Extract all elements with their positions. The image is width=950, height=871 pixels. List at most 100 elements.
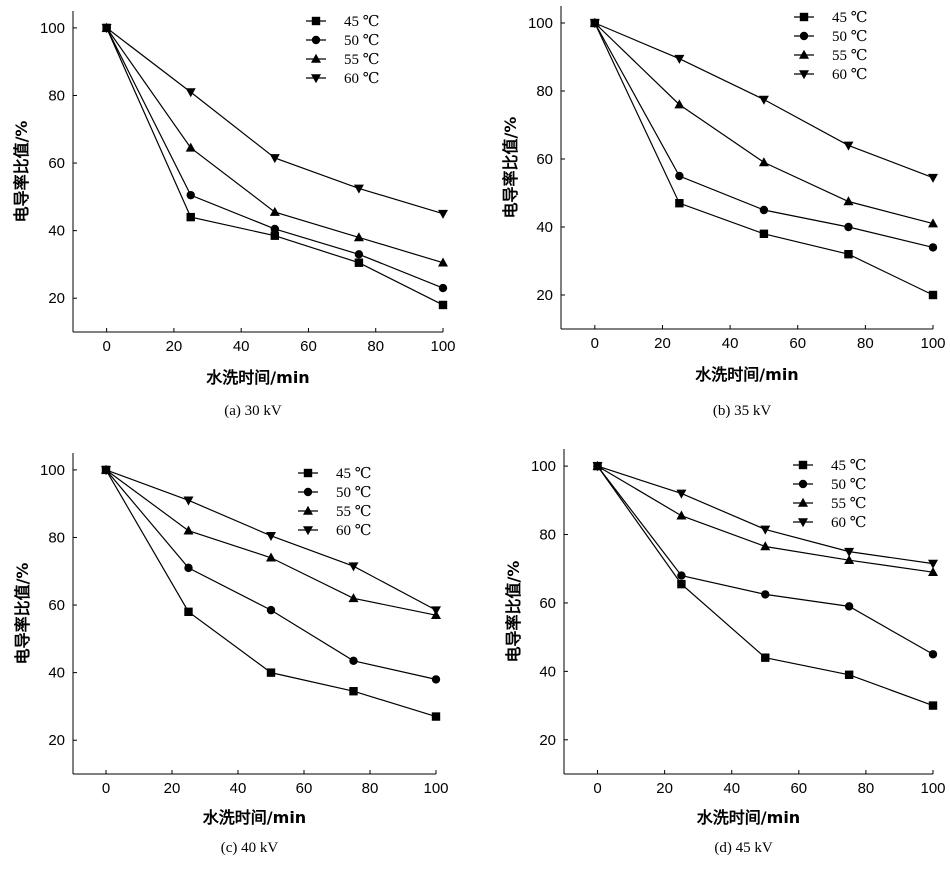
panel-d-legend-marker	[798, 479, 808, 489]
panel-c-data-point	[184, 563, 193, 573]
panel-d-data-point	[928, 559, 938, 569]
panel-c-x-tick-label: 0	[102, 780, 110, 797]
panel-b-legend: 45 ℃ 50 ℃ 55 ℃ 60 ℃	[794, 10, 868, 83]
panel-c-y-tick-label: 20	[48, 732, 65, 749]
panel-b-legend-marker	[799, 49, 809, 59]
panel-a-data-point	[101, 24, 112, 34]
panel-c-data-point	[266, 605, 276, 615]
panel-a-y-tick-label: 60	[48, 155, 65, 172]
panel-b-x-tick-label: 40	[722, 335, 739, 352]
panel-c-data-point	[349, 656, 358, 666]
panel-b-data-point	[928, 243, 938, 252]
panel-c-y-tick-label: 80	[48, 529, 65, 546]
panel-c-data-point	[431, 606, 441, 616]
panel-d-series-3	[592, 462, 938, 569]
panel-c-caption: (c) 40 kV	[221, 840, 279, 856]
panel-c-data-point	[266, 531, 276, 541]
panel-a-series-1	[102, 23, 448, 293]
panel-c-series-1	[101, 465, 441, 684]
panel-d-legend-label: 50 ℃	[831, 477, 867, 493]
panel-d-data-point	[760, 525, 771, 535]
panel-d-series-line	[597, 465, 934, 707]
panel-d-data-point	[844, 602, 854, 611]
panel-a-legend-marker	[311, 74, 321, 84]
panel-d-x-tick-label: 60	[790, 780, 807, 797]
panel-d-x-axis-title: 水洗时间/min	[697, 808, 800, 827]
panel-c-x-tick-label: 100	[423, 780, 448, 797]
panel-b-series-1	[590, 18, 938, 252]
panel-b-data-point	[759, 229, 769, 238]
panel-b-series-3	[589, 19, 938, 183]
panel-c-x-tick-label: 20	[164, 780, 181, 797]
panel-a-data-point	[186, 190, 195, 200]
panel-d-data-point	[844, 547, 855, 557]
panel-b-legend-label: 50 ℃	[832, 29, 868, 45]
panel-c-x-tick-label: 40	[230, 780, 247, 797]
panel-d-y-tick-label: 80	[539, 527, 556, 544]
panel-d-y-tick-label: 40	[539, 663, 556, 680]
panel-b-x-tick-label: 0	[591, 335, 599, 352]
panel-b-legend-label: 60 ℃	[832, 67, 868, 83]
panel-a-y-axis-title: 电导率比值/%	[12, 121, 31, 223]
panel-d-series-line	[597, 465, 934, 655]
panel-a-caption: (a) 30 kV	[224, 403, 282, 419]
panel-b-data-point	[675, 171, 684, 181]
panel-d-data-point	[676, 489, 687, 499]
panel-d-legend-label: 45 ℃	[831, 458, 867, 474]
panel-b-data-point	[844, 250, 853, 259]
panel-b-legend-label: 55 ℃	[832, 48, 868, 64]
panel-c-legend-marker	[303, 526, 313, 536]
panel-d-x-tick-label: 20	[656, 780, 673, 797]
panel-b-data-point	[928, 173, 938, 183]
panel-c-y-axis-title: 电导率比值/%	[13, 563, 32, 665]
panel-a-data-point	[270, 231, 280, 240]
panel-c-x-tick-label: 80	[362, 780, 379, 797]
panel-b-y-tick-label: 100	[528, 15, 553, 32]
panel-b-series-2	[589, 17, 938, 228]
panel-d-data-point	[761, 653, 770, 662]
panel-b-data-point	[843, 141, 854, 151]
panel-d-legend: 45 ℃ 50 ℃ 55 ℃ 60 ℃	[793, 458, 867, 531]
panel-c-series-3	[101, 466, 441, 616]
panel-d-data-point	[928, 701, 938, 710]
panel-a-legend-marker	[311, 16, 321, 26]
panel-c-legend-label: 50 ℃	[336, 485, 372, 501]
panel-c-x-tick-label: 60	[296, 780, 313, 797]
panel-b-y-axis-title: 电导率比值/%	[501, 117, 520, 219]
panel-b-data-point	[674, 99, 685, 109]
panel-a-x-tick-label: 60	[300, 338, 317, 355]
panel-d-data-point	[928, 566, 938, 576]
panel-d-legend-marker	[798, 518, 808, 528]
panel-a-series-0	[102, 23, 448, 310]
panel-a-legend-marker	[311, 35, 321, 45]
panel-d-data-point	[928, 650, 938, 659]
panel-c-x-axis-title: 水洗时间/min	[203, 808, 306, 827]
panel-c-data-point	[348, 562, 359, 572]
panel-d-y-tick-label: 20	[539, 732, 556, 749]
panel-c-series-2	[101, 464, 441, 619]
panel-c-y-tick-label: 100	[40, 462, 65, 479]
panel-c-data-point	[431, 675, 441, 684]
panel-d-data-point	[592, 462, 603, 472]
panel-d-series-0	[593, 461, 938, 710]
panel-a-data-point	[438, 257, 448, 267]
panel-c-y-tick-label: 40	[48, 665, 65, 682]
panel-c-legend-label: 60 ℃	[336, 523, 372, 539]
panel-a-x-tick-label: 20	[166, 338, 183, 355]
panel-a-x-tick-label: 100	[430, 338, 455, 355]
panel-a-data-point	[438, 209, 448, 219]
panel-d-data-point	[844, 554, 855, 564]
panel-c-data-point	[431, 712, 441, 721]
panel-d-y-tick-label: 60	[539, 595, 556, 612]
panel-a-data-point	[354, 250, 364, 259]
panel-d-caption: (d) 45 kV	[714, 840, 772, 856]
panel-b-y-tick-label: 80	[536, 83, 553, 100]
panel-b-data-point	[759, 205, 769, 215]
panel-b-x-axis-title: 水洗时间/min	[695, 365, 798, 384]
panel-a-data-point	[185, 88, 196, 98]
panel-a-data-point	[438, 300, 448, 310]
panel-a-data-point	[269, 154, 280, 164]
panel-a-x-tick-label: 80	[367, 338, 384, 355]
panel-d: 20 40 60 80 100 0 20 40 60 80 100 水洗时间/min 电导率比值/% (d…	[504, 449, 946, 856]
